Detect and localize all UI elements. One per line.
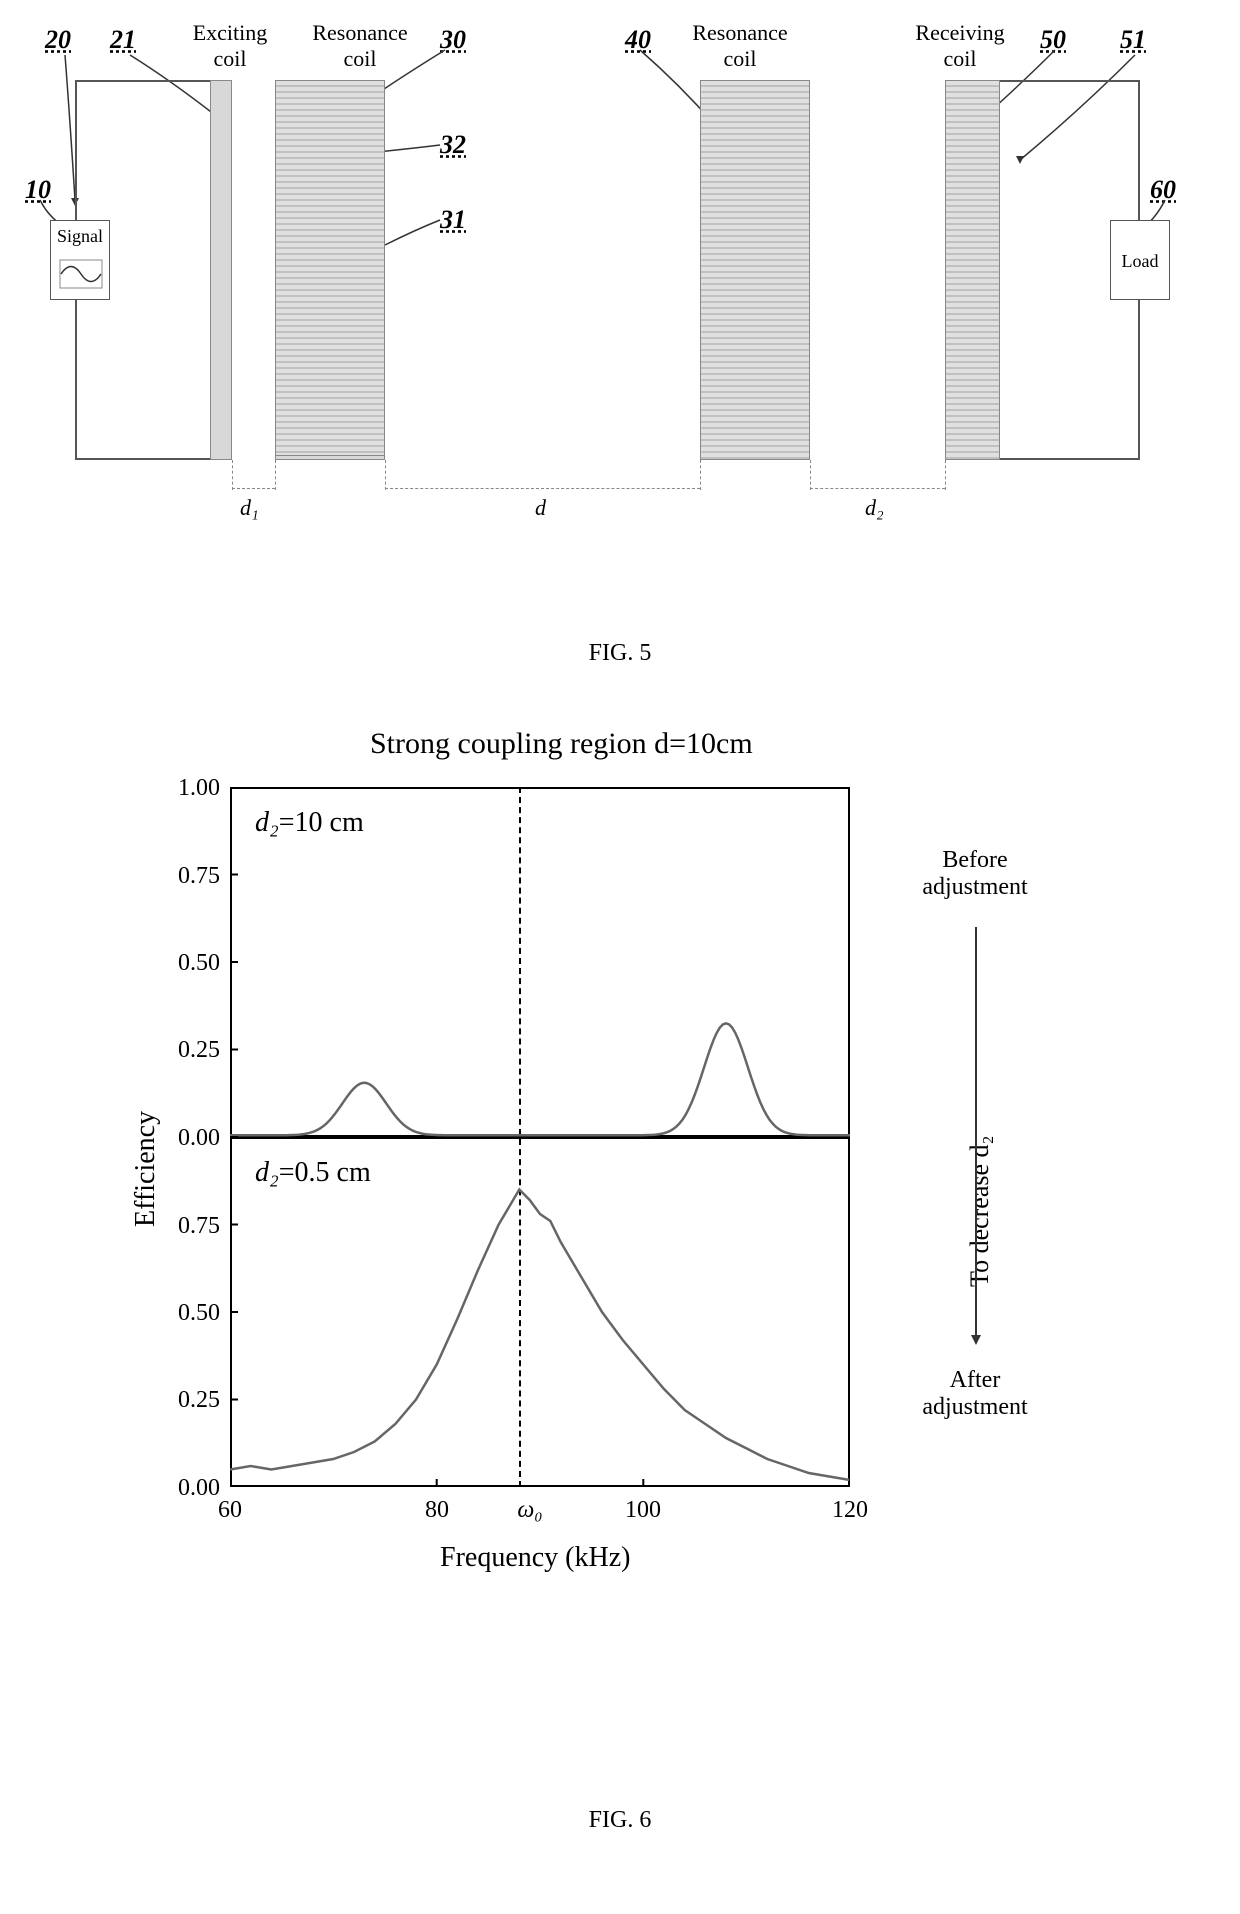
ref-20: 20 xyxy=(45,25,71,55)
signal-text: Signal xyxy=(51,226,109,247)
ref-21: 21 xyxy=(110,25,136,55)
ytick-top-1: 0.25 xyxy=(160,1037,220,1064)
xtick-2: 100 xyxy=(613,1497,673,1524)
resonance-coil-2-label: Resonance coil xyxy=(680,20,800,72)
decrease-label: To decrease d₂ xyxy=(965,1135,995,1287)
ytick-top-3: 0.75 xyxy=(160,863,220,890)
side-arrow-head xyxy=(971,1335,981,1345)
ref-32: 32 xyxy=(440,130,466,160)
fig6-chart: Strong coupling region d=10cm 0.00 0.25 … xyxy=(70,727,1170,1777)
ref-30: 30 xyxy=(440,25,466,55)
chart-title: Strong coupling region d=10cm xyxy=(370,727,753,761)
ylabel: Efficiency xyxy=(130,1111,162,1227)
receiving-coil xyxy=(945,80,1000,460)
xtick-0: 60 xyxy=(200,1497,260,1524)
resonance-coil-1-label: Resonance coil xyxy=(300,20,420,72)
ytick-top-2: 0.50 xyxy=(160,950,220,977)
exciting-coil-label: Exciting coil xyxy=(170,20,290,72)
load-box: Load xyxy=(1110,220,1170,300)
resonance-coil-2-core xyxy=(700,80,810,460)
top-curve-svg xyxy=(230,787,850,1137)
ref-60: 60 xyxy=(1150,175,1176,205)
side-arrow-line xyxy=(975,927,977,1337)
ytick-top-0: 0.00 xyxy=(160,1125,220,1152)
exciting-coil xyxy=(210,80,232,460)
fig5-diagram: Exciting coil Resonance coil Resonance c… xyxy=(20,20,1220,580)
dim-d: d xyxy=(535,495,546,521)
dim-d2: d₂ xyxy=(865,495,884,521)
fig5-caption: FIG. 5 xyxy=(20,640,1220,667)
inset-top: d₂=10 cm xyxy=(255,807,364,839)
ref-40: 40 xyxy=(625,25,651,55)
bot-curve-svg xyxy=(230,1137,850,1487)
before-label: Before adjustment xyxy=(900,847,1050,901)
ref-31: 31 xyxy=(440,205,466,235)
dim-d1: d₁ xyxy=(240,495,259,521)
ref-10: 10 xyxy=(25,175,51,205)
xtick-1: 80 xyxy=(407,1497,467,1524)
ref-51: 51 xyxy=(1120,25,1146,55)
ytick-bot-2: 0.50 xyxy=(160,1300,220,1327)
signal-box: Signal xyxy=(50,220,110,300)
xlabel: Frequency (kHz) xyxy=(440,1542,630,1574)
ytick-bot-3: 0.75 xyxy=(160,1213,220,1240)
inset-bot: d₂=0.5 cm xyxy=(255,1157,371,1189)
xtick-3: 120 xyxy=(820,1497,880,1524)
leader-lines xyxy=(20,20,1220,520)
ytick-bot-1: 0.25 xyxy=(160,1387,220,1414)
ytick-top-4: 1.00 xyxy=(160,775,220,802)
xtick-omega: ω₀ xyxy=(500,1497,560,1524)
ref-50: 50 xyxy=(1040,25,1066,55)
load-text: Load xyxy=(1122,251,1159,271)
receiving-coil-label: Receiving coil xyxy=(900,20,1020,72)
after-label: After adjustment xyxy=(900,1367,1050,1421)
sine-wave-icon xyxy=(59,259,103,289)
resonance-coil-1-core xyxy=(275,80,385,460)
